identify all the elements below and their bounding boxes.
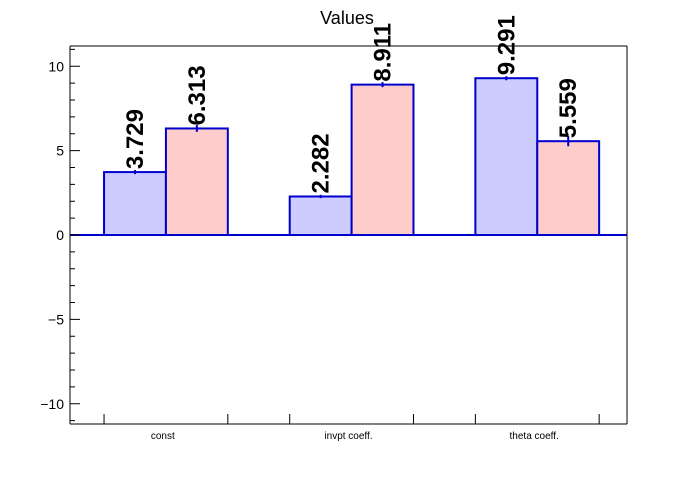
- y-tick-label: 5: [56, 143, 64, 159]
- y-tick-label: −5: [48, 311, 64, 327]
- value-label: 6.313: [184, 65, 211, 125]
- bar-series1-1: [288, 195, 353, 237]
- y-tick-label: −10: [40, 396, 64, 412]
- y-tick-label: 10: [48, 58, 64, 74]
- x-category-label: const: [151, 431, 175, 442]
- value-label: 5.559: [555, 78, 582, 138]
- bar-series2-0: [164, 127, 229, 236]
- chart-title: Values: [320, 8, 374, 28]
- bar-series1-2: [474, 77, 539, 237]
- bar-series1-0: [103, 171, 167, 236]
- labels-layer: 3.729 2.282 9.291 6.313 8.911 5.559: [122, 15, 582, 193]
- bars-layer: [103, 76, 601, 237]
- x-category-label: invpt coeff.: [324, 431, 372, 442]
- bar-series2-2: [536, 140, 601, 237]
- value-label: 3.729: [122, 109, 149, 169]
- y-tick-label: 0: [56, 227, 64, 243]
- x-category-label: theta coeff.: [510, 431, 559, 442]
- axes-layer: −10 −5 0 5 10 const invpt coeff. theta coeff.: [40, 45, 628, 442]
- value-label: 8.911: [370, 23, 397, 82]
- value-label: 9.291: [493, 15, 520, 75]
- bar-series2-1: [350, 83, 415, 236]
- value-label: 2.282: [308, 133, 335, 193]
